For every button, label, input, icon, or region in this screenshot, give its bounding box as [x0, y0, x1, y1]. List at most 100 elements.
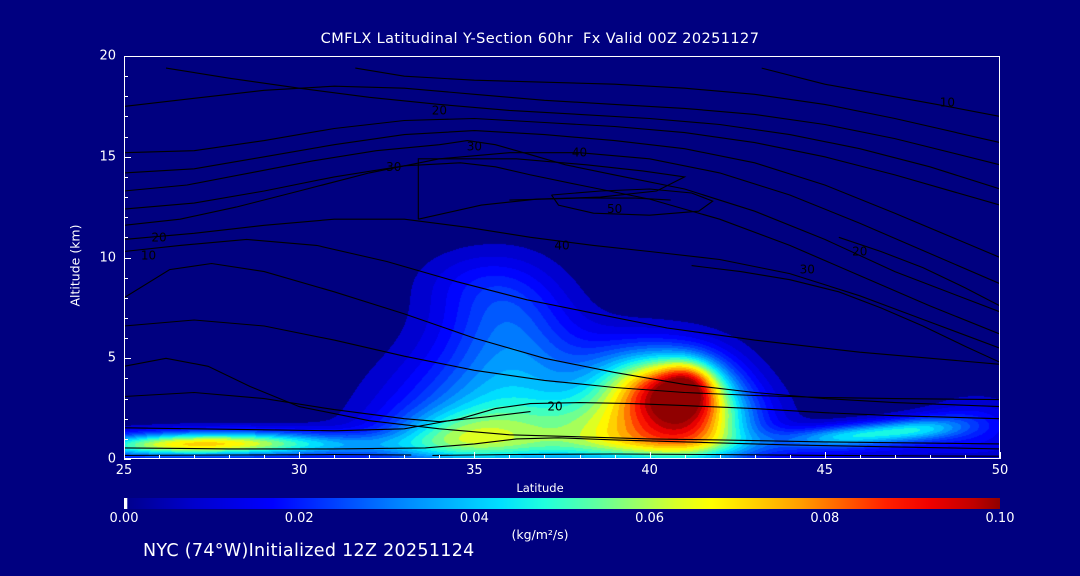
contour-line: [417, 158, 687, 220]
contour-label-text: 30: [467, 140, 482, 154]
y-tick-mark: [124, 338, 128, 340]
x-tick-mark: [894, 455, 896, 459]
contour-line: [124, 117, 1000, 206]
x-tick-mark: [474, 452, 476, 459]
contour-label: 30: [467, 140, 482, 154]
contour-label-text: 50: [607, 202, 622, 216]
contour-label: 10: [940, 95, 955, 109]
contour-line: [509, 197, 671, 201]
y-tick-mark: [124, 237, 128, 239]
contour-line: [124, 262, 1000, 408]
x-tick-mark: [859, 455, 861, 459]
colorbar-tick-label: 0.10: [985, 511, 1015, 526]
contour-label-text: 20: [432, 103, 447, 117]
colorbar: [124, 498, 1000, 509]
x-tick-mark: [614, 455, 616, 459]
y-tick-mark: [124, 418, 128, 420]
y-tick-mark: [124, 317, 128, 319]
y-tick-mark: [124, 257, 131, 259]
y-tick-mark: [124, 56, 131, 57]
x-tick-mark: [579, 455, 581, 459]
x-tick-mark: [719, 455, 721, 459]
contour-line: [432, 453, 1000, 457]
x-tick-label: 50: [991, 463, 1009, 478]
y-tick-label: 10: [99, 250, 116, 265]
contour-label: 30: [386, 160, 401, 174]
contour-label-text: 30: [386, 160, 401, 174]
x-tick-mark: [194, 455, 196, 459]
contour-label: 40: [572, 146, 587, 160]
contour-label-text: 30: [800, 263, 815, 277]
colorbar-tick-label: 0.08: [810, 511, 840, 526]
x-tick-mark: [404, 455, 406, 459]
contour-line: [124, 391, 531, 423]
contour-line: [124, 140, 1000, 313]
contour-line: [124, 218, 1000, 349]
contour-line: [124, 319, 1000, 401]
x-tick-label: 40: [641, 463, 658, 478]
contour-line: [124, 238, 1000, 365]
x-axis-label: Latitude: [516, 481, 564, 495]
contour-line: [124, 357, 1000, 445]
contour-line: [124, 454, 412, 456]
x-tick-label: 45: [816, 463, 834, 478]
contour-line: [124, 162, 1000, 335]
x-tick-mark: [509, 455, 511, 459]
contour-label: 10: [141, 249, 156, 263]
y-tick-mark: [124, 378, 128, 380]
x-tick-mark: [544, 455, 546, 459]
x-tick-mark: [439, 455, 441, 459]
contour-label: 20: [432, 103, 447, 117]
y-tick-mark: [124, 358, 131, 360]
x-tick-mark: [299, 452, 301, 459]
y-tick-mark: [124, 438, 128, 440]
y-tick-mark: [124, 136, 128, 138]
x-tick-mark: [229, 455, 231, 459]
y-tick-mark: [124, 156, 131, 158]
contour-line: [551, 188, 714, 216]
x-tick-label: 25: [115, 463, 133, 478]
chart-title: CMFLX Latitudinal Y-Section 60hr Fx Vali…: [320, 31, 760, 47]
x-tick-mark: [369, 455, 371, 459]
contour-label-text: 20: [151, 230, 166, 244]
contour-line: [355, 67, 1000, 144]
x-tick-mark: [754, 455, 756, 459]
contour-line: [691, 265, 1000, 363]
x-tick-mark: [264, 455, 266, 459]
contour-label-text: 20: [547, 400, 562, 414]
y-tick-label: 20: [99, 48, 116, 64]
x-tick-mark: [124, 452, 125, 459]
y-tick-mark: [124, 176, 128, 178]
x-tick-mark: [649, 452, 651, 459]
y-tick-mark: [124, 197, 128, 199]
wind-speed-contours: 10 10 20 20 20 20 30 30 30 40 40 50: [124, 67, 1000, 457]
x-tick-mark: [684, 455, 686, 459]
x-tick-label: 35: [466, 463, 483, 478]
contour-line: [165, 67, 1000, 190]
contour-label-text: 40: [554, 238, 569, 252]
y-tick-label: 0: [107, 451, 116, 467]
y-tick-mark: [124, 398, 128, 400]
y-tick-label: 5: [107, 350, 116, 366]
contour-label-text: 10: [940, 95, 955, 109]
contour-label-text: 40: [572, 146, 587, 160]
y-tick-mark: [124, 217, 128, 219]
contour-label: 20: [547, 400, 562, 414]
x-tick-mark: [929, 455, 931, 459]
y-tick-mark: [124, 297, 128, 299]
y-tick-label: 15: [99, 149, 116, 165]
contour-label: 40: [554, 238, 569, 252]
colorbar-tick-label: 0.04: [459, 511, 489, 526]
contour-line: [761, 67, 1000, 117]
x-tick-mark: [789, 455, 791, 459]
colorbar-tick-label: 0.06: [635, 511, 665, 526]
contour-line: [124, 402, 1000, 432]
contour-line: [124, 85, 1000, 166]
colorbar-tick-label: 0.02: [284, 511, 314, 526]
y-axis-label: Altitude (km): [67, 224, 83, 307]
contour-line: [838, 236, 1000, 307]
contour-label-text: 20: [852, 245, 867, 259]
contour-line: [124, 437, 1000, 450]
colorbar-units-label: (kg/m²/s): [511, 527, 569, 542]
